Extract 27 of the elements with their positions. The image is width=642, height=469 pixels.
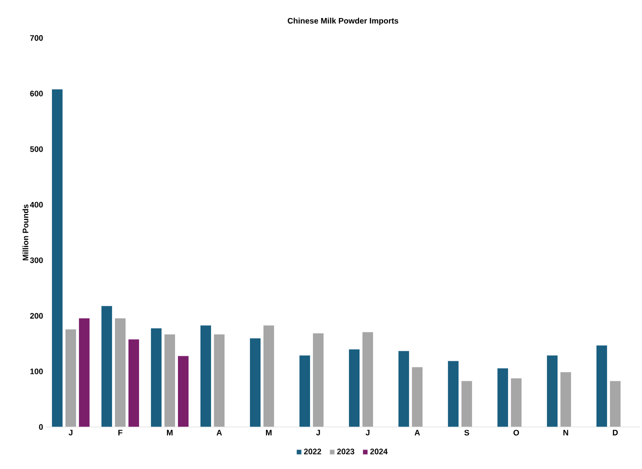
bar — [263, 325, 274, 428]
bar — [398, 350, 410, 428]
bar — [448, 360, 459, 428]
bar — [178, 356, 189, 428]
bar — [546, 355, 558, 428]
bar — [65, 328, 76, 428]
bar — [610, 380, 621, 428]
bar — [596, 345, 608, 428]
bar — [101, 306, 112, 428]
bar — [200, 325, 212, 428]
bar — [299, 355, 310, 428]
bar — [412, 366, 423, 428]
bar — [348, 348, 360, 428]
bar — [78, 318, 90, 428]
bar — [114, 318, 126, 428]
bar — [461, 380, 472, 428]
bar — [250, 338, 261, 428]
bar — [497, 368, 508, 428]
bar — [510, 378, 522, 428]
bar — [128, 338, 140, 428]
bar — [150, 328, 162, 428]
bar — [214, 334, 225, 428]
bar — [362, 332, 374, 428]
bar — [164, 334, 176, 428]
bar — [52, 88, 63, 428]
bar — [312, 332, 324, 428]
bar — [560, 372, 572, 428]
